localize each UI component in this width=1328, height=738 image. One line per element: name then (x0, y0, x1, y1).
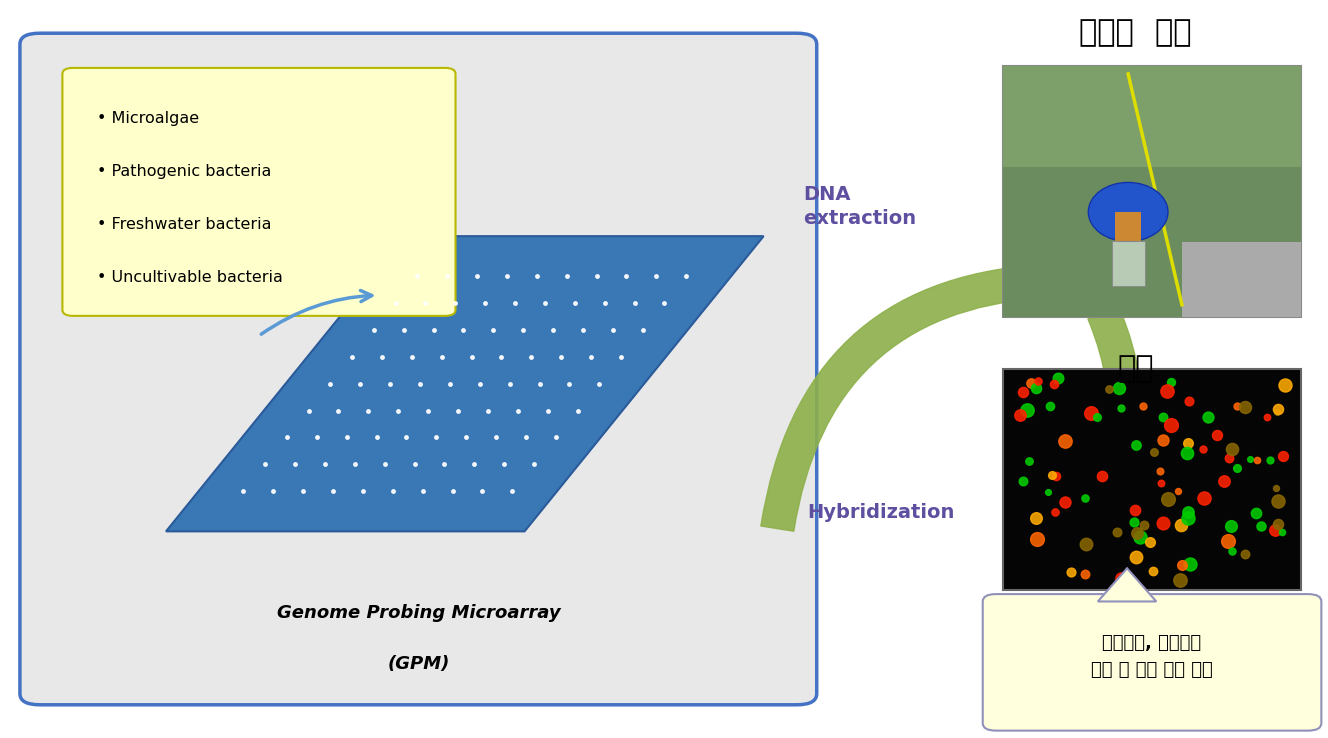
Polygon shape (1098, 568, 1157, 601)
Bar (1003, 66, 1301, 167)
FancyArrowPatch shape (1038, 306, 1142, 574)
Text: Hybridization: Hybridization (807, 503, 955, 523)
Text: • Microalgae: • Microalgae (97, 111, 199, 125)
Text: (GPM): (GPM) (388, 655, 449, 673)
Bar (1003, 66, 1301, 317)
FancyBboxPatch shape (62, 68, 456, 316)
FancyArrowPatch shape (761, 265, 1060, 531)
Text: • Uncultivable bacteria: • Uncultivable bacteria (97, 270, 283, 285)
Text: • Freshwater bacteria: • Freshwater bacteria (97, 217, 271, 232)
Text: 물시료  채취: 물시료 채취 (1080, 18, 1191, 47)
Text: 분석: 분석 (1117, 354, 1154, 383)
FancyBboxPatch shape (983, 594, 1321, 731)
Ellipse shape (1088, 182, 1167, 241)
Text: Genome Probing Microarray: Genome Probing Microarray (276, 604, 560, 621)
FancyBboxPatch shape (20, 33, 817, 705)
Polygon shape (166, 236, 764, 531)
Text: 미세조류, 미생물의
동정 및 정량 동시 분석: 미세조류, 미생물의 동정 및 정량 동시 분석 (1092, 633, 1212, 680)
Bar (1003, 369, 1301, 590)
Bar (1182, 242, 1301, 317)
Bar (1114, 212, 1141, 241)
Bar (1003, 66, 1301, 317)
Text: • Pathogenic bacteria: • Pathogenic bacteria (97, 164, 271, 179)
Text: DNA
extraction: DNA extraction (803, 185, 916, 228)
Bar (1112, 241, 1145, 286)
